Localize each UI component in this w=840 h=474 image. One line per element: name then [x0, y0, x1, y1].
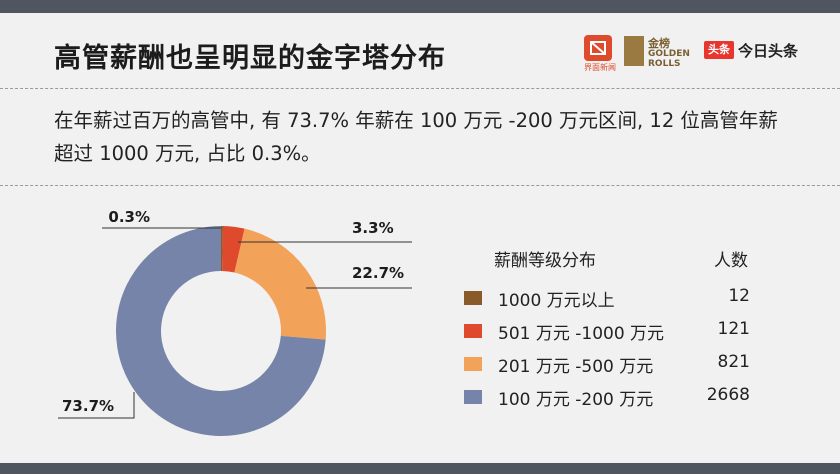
- golden-rolls-en-1: GOLDEN: [648, 49, 690, 59]
- golden-rolls-mark-icon: [624, 36, 644, 66]
- leader-line: [58, 392, 135, 419]
- bottom-bar: [0, 463, 840, 474]
- legend-count: 2668: [706, 385, 750, 405]
- toutiao-logo-text: 今日头条: [738, 42, 799, 60]
- legend-label: 201 万元 -500 万元: [498, 357, 654, 377]
- donut-slice: [221, 226, 223, 272]
- legend-label: 100 万元 -200 万元: [498, 390, 654, 410]
- chart-leader-lines: [58, 227, 412, 419]
- jiemian-logo: 界面新闻: [578, 35, 622, 75]
- data-label: 0.3%: [108, 208, 150, 226]
- data-label: 3.3%: [352, 219, 394, 237]
- legend-swatch: [464, 324, 482, 338]
- donut-slice: [222, 226, 245, 273]
- data-label: 22.7%: [352, 264, 404, 282]
- legend-label: 1000 万元以上: [498, 291, 615, 311]
- golden-rolls-cn: 金榜: [648, 37, 670, 50]
- top-bar: [0, 0, 840, 13]
- donut-slice: [116, 226, 326, 437]
- legend-item: 100 万元 -200 万元 2668: [464, 385, 764, 411]
- jiemian-mark-icon: [584, 35, 612, 61]
- legend-swatch: [464, 390, 482, 404]
- legend-swatch: [464, 291, 482, 305]
- header: 高管薪酬也呈明显的金字塔分布 界面新闻 金榜 GOLDEN ROLLS 头条 今…: [0, 13, 840, 88]
- legend-item: 1000 万元以上 12: [464, 286, 764, 312]
- golden-rolls-logo: 金榜 GOLDEN ROLLS: [624, 35, 694, 75]
- summary-text: 在年薪过百万的高管中, 有 73.7% 年薪在 100 万元 -200 万元区间…: [54, 109, 778, 165]
- page-title: 高管薪酬也呈明显的金字塔分布: [54, 43, 446, 74]
- legend-label: 501 万元 -1000 万元: [498, 324, 665, 344]
- legend-item: 501 万元 -1000 万元 121: [464, 319, 764, 345]
- divider-middle: [0, 185, 840, 186]
- legend-count: 12: [728, 286, 750, 306]
- golden-rolls-en-2: ROLLS: [648, 59, 681, 69]
- legend-count: 821: [717, 352, 750, 372]
- golden-rolls-en: GOLDEN ROLLS: [648, 49, 690, 69]
- legend-item: 201 万元 -500 万元 821: [464, 352, 764, 378]
- legend-swatch: [464, 357, 482, 371]
- chart-slices: [116, 226, 326, 437]
- donut-slice: [234, 228, 326, 340]
- jiemian-logo-text: 界面新闻: [584, 63, 616, 72]
- donut-chart: 0.3% 3.3% 22.7% 73.7%: [58, 208, 412, 437]
- toutiao-badge: 头条: [704, 41, 734, 59]
- legend-count-header: 人数: [714, 251, 748, 271]
- legend-category-header: 薪酬等级分布: [494, 251, 596, 271]
- divider-top: [0, 88, 840, 89]
- toutiao-logo: 头条 今日头条: [704, 35, 814, 75]
- chart-data-labels: 0.3% 3.3% 22.7% 73.7%: [62, 208, 404, 415]
- data-label: 73.7%: [62, 397, 114, 415]
- legend-count: 121: [717, 319, 750, 339]
